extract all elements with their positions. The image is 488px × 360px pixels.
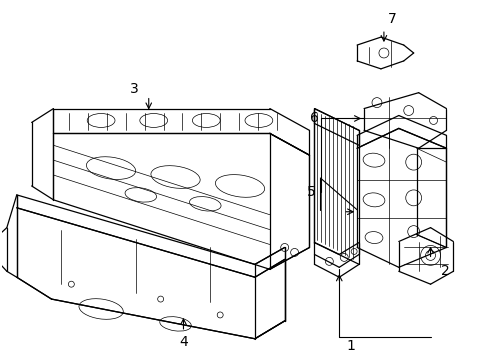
Text: 6: 6 — [309, 112, 318, 126]
Text: 1: 1 — [346, 339, 355, 353]
Text: 5: 5 — [306, 185, 315, 199]
Text: 7: 7 — [386, 12, 395, 26]
Text: 3: 3 — [129, 82, 138, 96]
Text: 2: 2 — [440, 264, 449, 278]
Text: 4: 4 — [179, 335, 187, 349]
